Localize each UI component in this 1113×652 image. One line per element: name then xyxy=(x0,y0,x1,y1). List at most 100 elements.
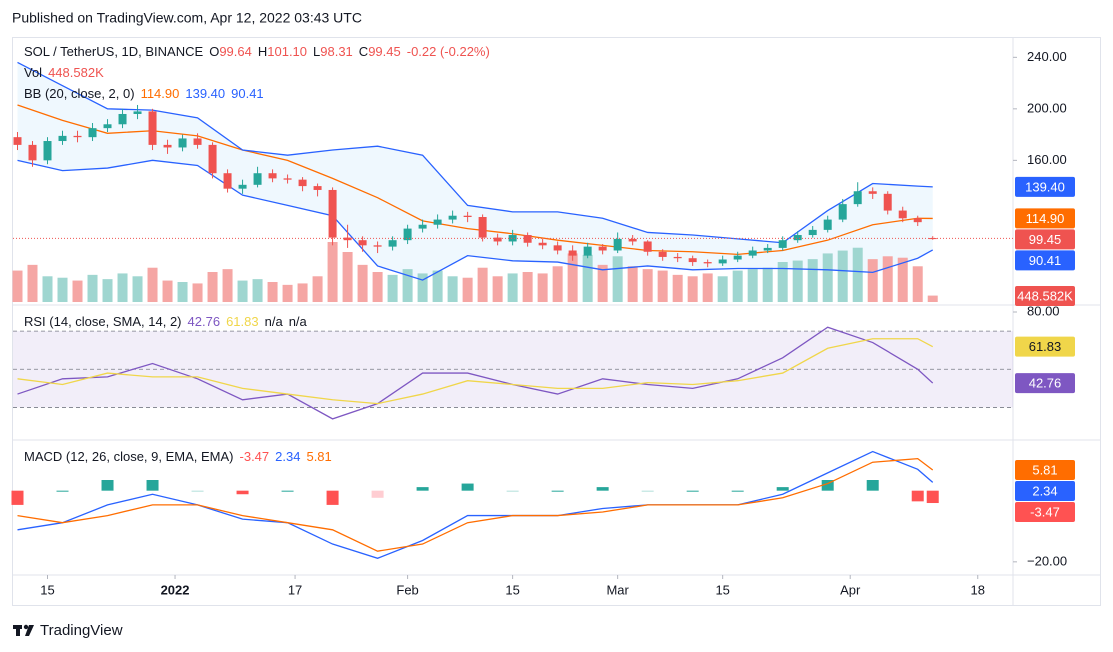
candle-body xyxy=(283,178,292,180)
candle-body xyxy=(613,238,622,251)
volume-bar xyxy=(732,270,743,302)
histogram-bar xyxy=(56,490,69,492)
volume-bar xyxy=(882,256,893,302)
volume-bar xyxy=(87,274,98,302)
histogram-bar xyxy=(641,490,654,492)
indicator-name: RSI (14, close, SMA, 14, 2) xyxy=(24,314,182,329)
candle-body xyxy=(583,246,592,256)
candle-body xyxy=(763,247,772,251)
x-tick-label: Mar xyxy=(606,582,629,597)
price-badge-label: 42.76 xyxy=(1029,376,1062,391)
histogram-bar xyxy=(11,490,24,505)
y-tick-label: 240.00 xyxy=(1027,49,1067,64)
candle-body xyxy=(253,173,262,185)
histogram-bar xyxy=(686,490,699,492)
volume-bar xyxy=(222,269,233,302)
volume-bar xyxy=(702,273,713,302)
price-badge xyxy=(1015,250,1075,271)
volume-bar xyxy=(777,262,788,302)
band-line xyxy=(17,61,933,244)
volume-bar xyxy=(372,272,383,302)
candle-body xyxy=(898,210,907,219)
candle-body xyxy=(448,215,457,220)
price-badge xyxy=(1015,229,1075,250)
candle-body xyxy=(913,218,922,223)
histogram-bar xyxy=(191,490,204,492)
header: Published on TradingView.com, Apr 12, 20… xyxy=(12,10,362,26)
indicator-name: MACD (12, 26, close, 9, EMA, EMA) xyxy=(24,449,234,464)
candle-body xyxy=(868,191,877,194)
indicator-line xyxy=(17,326,934,420)
volume-bar xyxy=(567,253,578,302)
candle-body xyxy=(808,229,817,236)
volume-bar xyxy=(387,274,398,302)
change: -0.22 (-0.22%) xyxy=(407,44,490,59)
volume-bar xyxy=(522,272,533,302)
candle-body xyxy=(478,217,487,238)
volume-bar xyxy=(612,256,623,302)
indicator-value: n/a xyxy=(289,314,308,329)
volume-bar xyxy=(432,270,443,302)
volume-bar xyxy=(327,242,338,302)
candle-body xyxy=(73,135,82,138)
histogram-bar xyxy=(776,487,789,491)
candle-body xyxy=(28,144,37,161)
candle-body xyxy=(703,262,712,264)
price-badge-label: 139.40 xyxy=(1025,179,1065,194)
x-tick-label: 15 xyxy=(715,582,729,597)
candle-body xyxy=(793,235,802,241)
candle-body xyxy=(418,224,427,229)
histogram-bar xyxy=(146,480,159,491)
legend: RSI (14, close, SMA, 14, 2) 42.76 61.83 n/a… xyxy=(24,314,308,329)
histogram-bar xyxy=(461,483,474,491)
price-badge xyxy=(1015,286,1075,306)
candle-body xyxy=(553,245,562,251)
histogram-bar xyxy=(236,490,249,495)
candle-body xyxy=(208,144,217,174)
volume-bar xyxy=(912,266,923,302)
x-tick-label: 17 xyxy=(288,582,302,597)
candle-body xyxy=(778,240,787,248)
candle-body xyxy=(388,240,397,247)
footer: TradingView xyxy=(40,622,123,639)
candle-body xyxy=(688,258,697,263)
volume-bar xyxy=(72,280,83,302)
volume-bar xyxy=(552,266,563,302)
candle-body xyxy=(118,113,127,125)
bb-name: BB (20, close, 2, 0) xyxy=(24,86,135,101)
candle-body xyxy=(43,141,52,161)
price-badge xyxy=(1015,336,1075,357)
histogram-bar xyxy=(821,480,834,491)
candle-body xyxy=(463,215,472,218)
volume-bar xyxy=(792,260,803,302)
volume-bar xyxy=(117,273,128,302)
volume-bar xyxy=(207,272,218,302)
volume-bar xyxy=(717,276,728,302)
bb-value: 139.40 xyxy=(185,86,225,101)
indicator-value: 42.76 xyxy=(188,314,221,329)
volume-bar xyxy=(492,276,503,302)
volume-bar xyxy=(132,276,143,302)
volume-bar xyxy=(162,280,173,302)
candle-body xyxy=(268,173,277,179)
indicator-value: 61.83 xyxy=(226,314,259,329)
volume-bar xyxy=(822,253,833,302)
candle-body xyxy=(853,191,862,205)
volume-bar xyxy=(597,264,608,302)
candle-body xyxy=(313,186,322,190)
volume-bar xyxy=(462,277,473,302)
volume-bar xyxy=(807,259,818,302)
histogram-bar xyxy=(596,487,609,491)
legend: Vol 448.582K xyxy=(24,65,104,80)
y-tick-label: 160.00 xyxy=(1027,152,1067,167)
price-badge-label: 5.81 xyxy=(1032,462,1057,477)
volume-bar xyxy=(477,267,488,302)
histogram-bar xyxy=(866,480,879,491)
candle-body xyxy=(148,111,157,145)
price-badge xyxy=(1015,481,1075,502)
candle-body xyxy=(508,235,517,242)
indicator-line xyxy=(17,338,934,405)
candle-body xyxy=(103,124,112,129)
price-badge xyxy=(1015,208,1075,229)
volume-bar xyxy=(192,283,203,302)
